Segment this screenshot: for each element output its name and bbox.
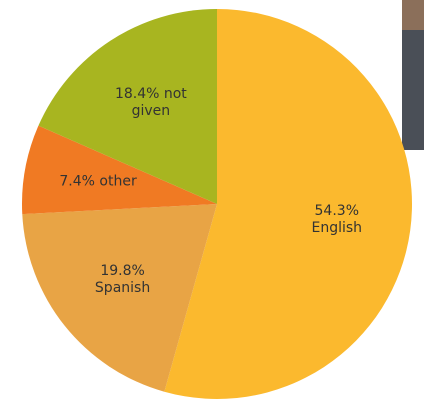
slice-label: 19.8% Spanish (94, 262, 151, 296)
pie-slice (164, 9, 413, 400)
slice-label: 54.3% English (311, 203, 363, 237)
slice-label: 7.4% other (59, 173, 137, 190)
photo-fragment (402, 0, 424, 150)
pie-slice (22, 204, 217, 392)
photo-fragment (402, 0, 424, 30)
slice-label: 18.4% not given (114, 85, 187, 119)
pie-slice (22, 125, 217, 215)
pie-slice (38, 9, 218, 204)
